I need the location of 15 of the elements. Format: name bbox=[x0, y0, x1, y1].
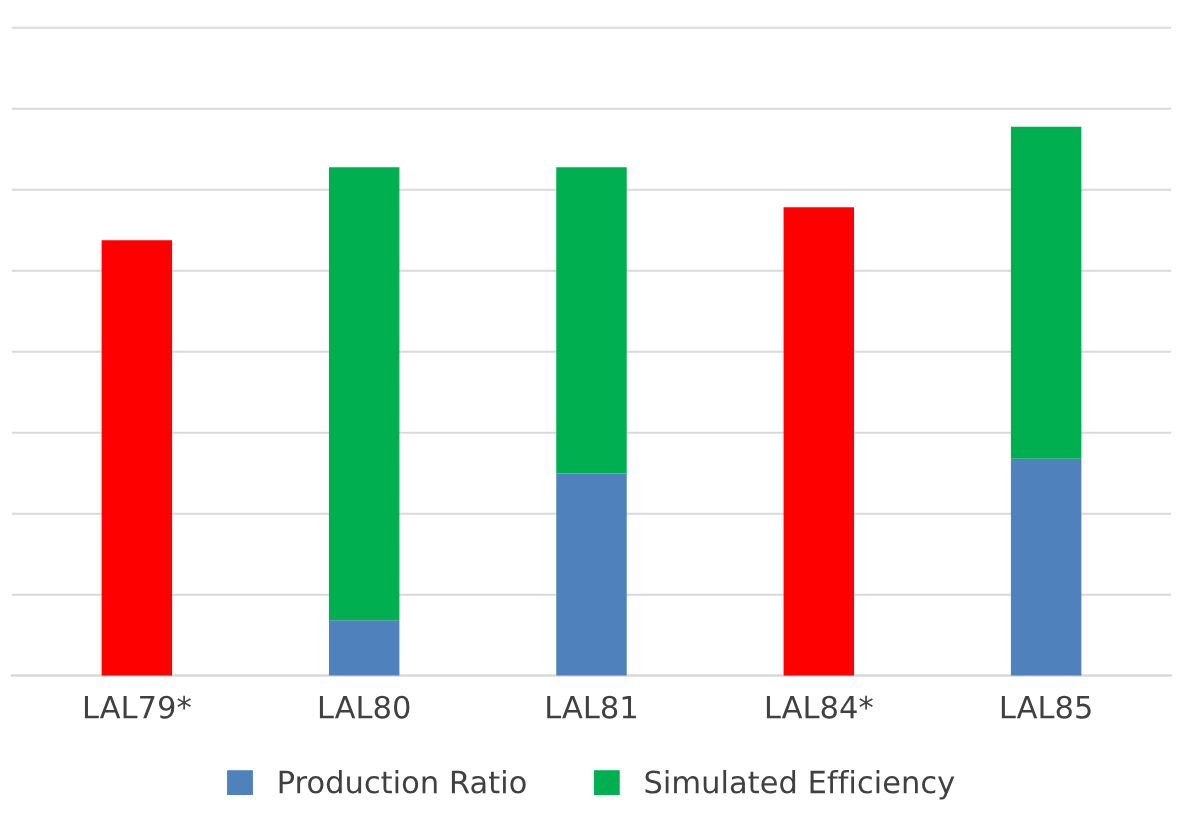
bar bbox=[101, 240, 173, 676]
legend-label: Production Ratio bbox=[279, 769, 526, 794]
bar bbox=[328, 620, 400, 676]
x-tick-label: LAL81 bbox=[547, 695, 636, 719]
bar bbox=[556, 473, 627, 676]
legend-label: Simulated Efficiency bbox=[645, 769, 955, 800]
x-tick-label: LAL84* bbox=[766, 695, 873, 719]
bar bbox=[328, 167, 400, 621]
bar bbox=[1010, 126, 1082, 459]
bar bbox=[1010, 458, 1082, 676]
bar bbox=[556, 167, 627, 474]
x-tick-label: LAL79* bbox=[84, 695, 191, 719]
bar bbox=[783, 207, 855, 676]
x-tick-label: LAL85 bbox=[1001, 695, 1091, 719]
x-tick-label: LAL80 bbox=[319, 695, 410, 719]
